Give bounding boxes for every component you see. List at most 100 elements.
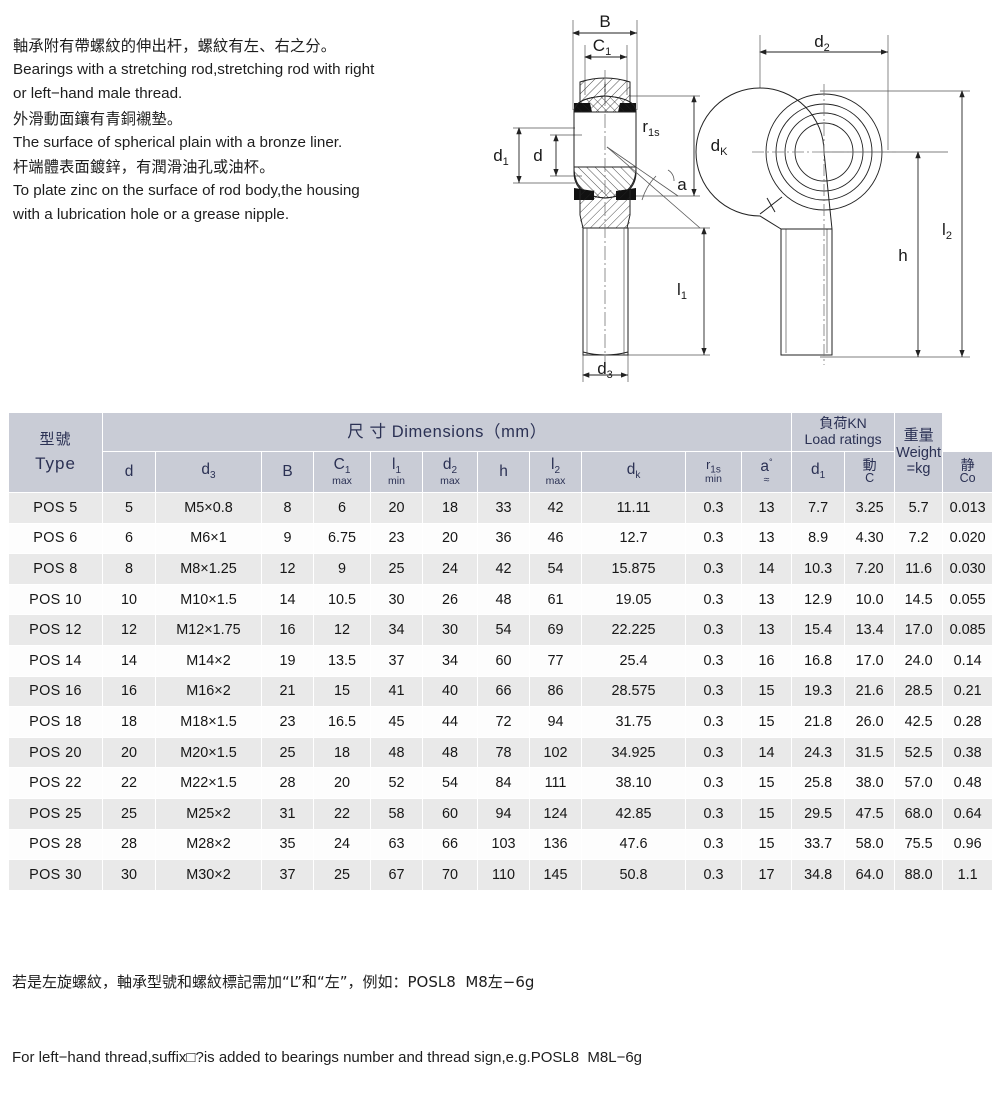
header-load-ratings: 負荷KN Load ratings	[791, 412, 896, 452]
cell-weight: 0.013	[942, 492, 994, 524]
cell-B: 14	[261, 583, 314, 616]
cell-C1: 6.75	[313, 522, 371, 555]
front-view-group	[513, 20, 710, 382]
cell-l1: 37	[370, 644, 423, 677]
cell-d3: M20×1.5	[155, 736, 262, 769]
cell-r1s: 0.3	[685, 583, 742, 616]
cell-l2: 102	[529, 736, 582, 769]
cell-a: 15	[740, 797, 793, 830]
table-head: 型號 Type 尺 寸 Dimensions（mm） 負荷KN Load rat…	[8, 412, 994, 493]
cell-dk: 11.11	[581, 492, 686, 524]
cell-C: 7.20	[844, 553, 896, 585]
cell-C1: 12	[313, 614, 371, 646]
cell-d1: 19.3	[791, 675, 846, 708]
header-load-cn: 負荷KN	[819, 415, 867, 432]
label-d1: d1	[493, 146, 509, 168]
cell-l1: 41	[370, 675, 423, 708]
cell-type: POS 28	[8, 828, 103, 861]
cell-d3: M28×2	[155, 828, 262, 861]
cell-type: POS 5	[8, 492, 103, 524]
cell-B: 16	[261, 614, 314, 646]
cell-type: POS 22	[8, 767, 103, 799]
cell-weight: 0.28	[942, 706, 994, 738]
cell-d3: M22×1.5	[155, 767, 262, 799]
col-l2: l2 max	[529, 451, 582, 493]
cell-d: 28	[102, 828, 156, 861]
cell-B: 35	[261, 828, 314, 861]
cell-C: 58.0	[844, 828, 896, 861]
cell-type: POS 14	[8, 644, 103, 677]
cell-l2: 42	[529, 492, 582, 524]
drawing-svg: B C1 d1 d r1s dK a l1 d3 d2 h l2	[493, 12, 970, 382]
cell-d1: 15.4	[791, 614, 846, 646]
cell-d2: 66	[422, 828, 478, 861]
cell-B: 21	[261, 675, 314, 708]
header-type-en: Type	[35, 454, 76, 474]
cell-Co: 68.0	[894, 797, 944, 830]
label-h: h	[898, 246, 907, 265]
cell-d: 8	[102, 553, 156, 585]
table-row: POS 20 20 M20×1.5 25 18 48 48 78 102 34.925 0.3 14 2…	[8, 736, 994, 769]
cell-d3: M25×2	[155, 797, 262, 830]
table-row: POS 5 5 M5×0.8 8 6 20 18 33 42 11.11 0.3 13 7.7 3.25 5…	[8, 492, 994, 524]
cell-type: POS 10	[8, 583, 103, 616]
footer-line-en: For left−hand thread,suffix□?is added to…	[12, 1049, 643, 1066]
cell-d: 14	[102, 644, 156, 677]
desc-line-7: To plate zinc on the surface of rod body…	[13, 182, 360, 200]
cell-l2: 111	[529, 767, 582, 799]
cell-C: 38.0	[844, 767, 896, 799]
cell-C: 21.6	[844, 675, 896, 708]
cell-l1: 25	[370, 553, 423, 585]
cell-l2: 136	[529, 828, 582, 861]
cell-l1: 23	[370, 522, 423, 555]
cell-a: 14	[740, 736, 793, 769]
cell-d3: M12×1.75	[155, 614, 262, 646]
cell-h: 78	[477, 736, 530, 769]
cell-d1: 10.3	[791, 553, 846, 585]
cell-dk: 12.7	[581, 522, 686, 555]
table-row: POS 6 6 M6×1 9 6.75 23 20 36 46 12.7 0.3 13 8.9 4.30 7…	[8, 522, 994, 555]
cell-Co: 28.5	[894, 675, 944, 708]
cell-dk: 38.10	[581, 767, 686, 799]
cell-l1: 34	[370, 614, 423, 646]
table-row: POS 10 10 M10×1.5 14 10.5 30 26 48 61 19.05 0.3 13 1…	[8, 583, 994, 616]
cell-type: POS 6	[8, 522, 103, 555]
cell-d2: 18	[422, 492, 478, 524]
cell-a: 17	[740, 859, 793, 891]
header-type-cn: 型號	[39, 430, 72, 448]
label-l2: l2	[942, 220, 952, 242]
cell-dk: 28.575	[581, 675, 686, 708]
header-weight-unit: =kg	[906, 460, 931, 477]
col-d: d	[102, 451, 156, 493]
cell-type: POS 30	[8, 859, 103, 891]
cell-h: 94	[477, 797, 530, 830]
label-d3: d3	[597, 359, 613, 381]
cell-l2: 145	[529, 859, 582, 891]
cell-l1: 48	[370, 736, 423, 769]
label-d: d	[533, 146, 542, 165]
cell-l2: 94	[529, 706, 582, 738]
cell-Co: 7.2	[894, 522, 944, 555]
label-B: B	[599, 12, 610, 31]
cell-d3: M18×1.5	[155, 706, 262, 738]
cell-r1s: 0.3	[685, 614, 742, 646]
cell-d: 6	[102, 522, 156, 555]
cell-C1: 25	[313, 859, 371, 891]
cell-r1s: 0.3	[685, 706, 742, 738]
cell-h: 66	[477, 675, 530, 708]
cell-weight: 1.1	[942, 859, 994, 891]
header-type: 型號 Type	[8, 412, 103, 493]
cell-Co: 17.0	[894, 614, 944, 646]
cell-dk: 34.925	[581, 736, 686, 769]
cell-l2: 69	[529, 614, 582, 646]
cell-d2: 44	[422, 706, 478, 738]
cell-a: 15	[740, 675, 793, 708]
cell-Co: 5.7	[894, 492, 944, 524]
cell-type: POS 20	[8, 736, 103, 769]
cell-C: 31.5	[844, 736, 896, 769]
cell-l1: 45	[370, 706, 423, 738]
cell-B: 8	[261, 492, 314, 524]
cell-C1: 9	[313, 553, 371, 585]
cell-d3: M30×2	[155, 859, 262, 891]
cell-a: 15	[740, 828, 793, 861]
